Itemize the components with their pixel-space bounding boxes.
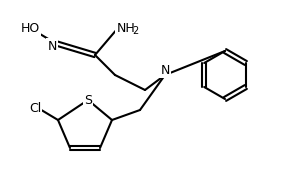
- Text: NH: NH: [117, 21, 135, 35]
- Text: N: N: [160, 64, 170, 76]
- Text: 2: 2: [132, 26, 138, 36]
- Text: HO: HO: [20, 21, 40, 35]
- Text: Cl: Cl: [29, 102, 41, 115]
- Text: S: S: [84, 94, 92, 107]
- Text: N: N: [47, 40, 57, 53]
